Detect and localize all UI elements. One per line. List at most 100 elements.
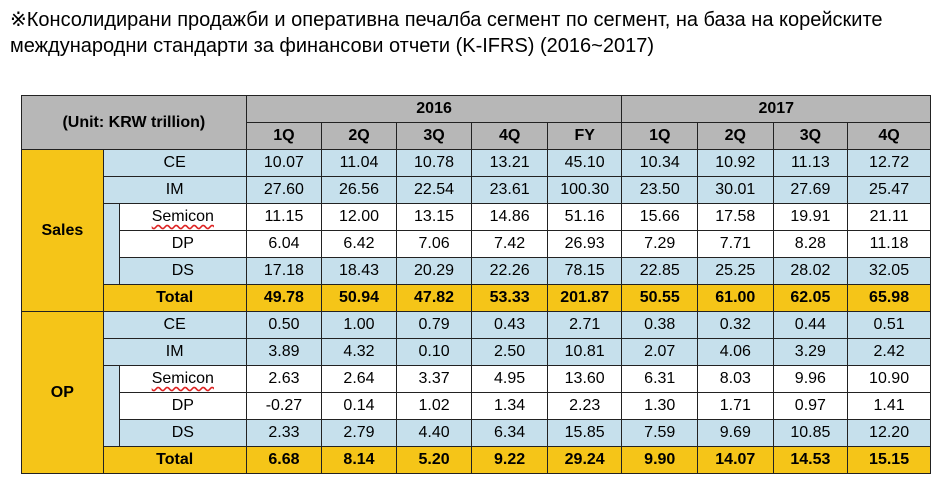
quarter-header: 4Q — [471, 122, 548, 150]
table-cell: 50.55 — [621, 284, 699, 312]
header-row-quarters: 1Q 2Q 3Q 4Q FY 1Q 2Q 3Q 4Q — [22, 122, 931, 150]
table-cell: 61.00 — [697, 284, 774, 312]
table-cell: 10.81 — [546, 338, 623, 366]
row-label: CE — [102, 311, 247, 339]
table-cell: 19.91 — [772, 203, 849, 231]
table-cell: 3.89 — [245, 338, 323, 366]
table-cell: 3.29 — [772, 338, 849, 366]
table-cell: 4.32 — [321, 338, 397, 366]
table-cell: 0.10 — [395, 338, 473, 366]
table-cell: 62.05 — [772, 284, 849, 312]
table-cell: 51.16 — [546, 203, 623, 231]
table-cell: 23.61 — [471, 176, 548, 204]
quarter-header: FY — [546, 122, 623, 150]
table-row-op-total: Total 6.68 8.14 5.20 9.22 29.24 9.90 14.07 14.53… — [22, 446, 931, 474]
table-cell: 201.87 — [546, 284, 623, 312]
table-cell: 18.43 — [321, 257, 397, 285]
table-cell: 2.71 — [546, 311, 623, 339]
table-cell: 7.59 — [621, 419, 699, 447]
table-cell: 1.71 — [697, 392, 774, 420]
table-row-sales-total: Total 49.78 50.94 47.82 53.33 201.87 50.55 61.0… — [22, 284, 931, 312]
table-row-sales-im: IM 27.60 26.56 22.54 23.61 100.30 23.50 30.01 27… — [22, 176, 931, 204]
table-row-op-dp: DP -0.27 0.14 1.02 1.34 2.23 1.30 1.71 0.97 1.41 — [22, 392, 931, 420]
table-cell: 6.04 — [245, 230, 323, 258]
table-cell: 3.37 — [395, 365, 473, 393]
table-cell: 14.07 — [697, 446, 774, 474]
row-label: DP — [119, 230, 247, 258]
year-header-2016: 2016 — [245, 95, 623, 123]
table-row-op-ce: OP CE 0.50 1.00 0.79 0.43 2.71 0.38 0.32 0.44 0.51 — [21, 311, 931, 474]
table-cell: 2.64 — [321, 365, 397, 393]
table-cell: 10.85 — [772, 419, 849, 447]
row-label: DS — [119, 419, 247, 447]
table-cell: 100.30 — [546, 176, 623, 204]
table-cell: 1.30 — [621, 392, 699, 420]
table-cell: 21.11 — [847, 203, 931, 231]
row-label-total: Total — [102, 446, 247, 474]
table-cell: 4.06 — [697, 338, 774, 366]
table-cell: 27.60 — [245, 176, 323, 204]
table-cell: 23.50 — [621, 176, 699, 204]
table-row-op-im: IM 3.89 4.32 0.10 2.50 10.81 2.07 4.06 3.29 2.42 — [22, 338, 931, 366]
table-cell: 10.78 — [395, 149, 473, 177]
row-label: DP — [119, 392, 247, 420]
table-cell: 53.33 — [471, 284, 548, 312]
table-cell: -0.27 — [245, 392, 323, 420]
table-cell: 10.34 — [621, 149, 699, 177]
table-cell: 22.85 — [621, 257, 699, 285]
table-cell: 1.34 — [471, 392, 548, 420]
table-cell: 17.18 — [245, 257, 323, 285]
table-cell: 7.71 — [697, 230, 774, 258]
table-cell: 8.14 — [321, 446, 397, 474]
quarter-header: 1Q — [245, 122, 323, 150]
table-cell: 17.58 — [697, 203, 774, 231]
table-cell: 0.14 — [321, 392, 397, 420]
quarter-header: 3Q — [772, 122, 849, 150]
table-cell: 1.00 — [321, 311, 397, 339]
table-cell: 0.51 — [847, 311, 931, 339]
table-row-op-semicon: Semicon 2.63 2.64 3.37 4.95 13.60 6.31 8.03 9.96… — [22, 365, 931, 447]
row-label-total: Total — [102, 284, 247, 312]
group-indent — [102, 365, 121, 447]
header-row-years: (Unit: KRW trillion) 2016 2017 — [21, 95, 931, 150]
table-cell: 13.60 — [546, 365, 623, 393]
table-row-sales-semicon: Semicon 11.15 12.00 13.15 14.86 51.16 15.66 17.… — [22, 203, 931, 285]
year-header-2017: 2017 — [621, 95, 931, 123]
table-cell: 0.44 — [772, 311, 849, 339]
table-cell: 4.40 — [395, 419, 473, 447]
table-row-sales-ce: Sales CE 10.07 11.04 10.78 13.21 45.10 10.34 10.… — [21, 149, 931, 312]
table-cell: 28.02 — [772, 257, 849, 285]
row-label: IM — [102, 176, 247, 204]
table-cell: 2.79 — [321, 419, 397, 447]
table-cell: 10.90 — [847, 365, 931, 393]
table-cell: 11.04 — [321, 149, 397, 177]
table-cell: 15.85 — [546, 419, 623, 447]
table-row-sales-ds: DS 17.18 18.43 20.29 22.26 78.15 22.85 25.25 28.… — [22, 257, 931, 285]
table-cell: 8.03 — [697, 365, 774, 393]
quarter-header: 2Q — [321, 122, 397, 150]
table-cell: 9.22 — [471, 446, 548, 474]
table-cell: 50.94 — [321, 284, 397, 312]
table-cell: 2.42 — [847, 338, 931, 366]
table-cell: 25.25 — [697, 257, 774, 285]
table-cell: 2.23 — [546, 392, 623, 420]
table-row-op-ds: DS 2.33 2.79 4.40 6.34 15.85 7.59 9.69 10.85 12.2… — [22, 419, 931, 447]
table-cell: 11.18 — [847, 230, 931, 258]
table-cell: 2.50 — [471, 338, 548, 366]
table-cell: 26.56 — [321, 176, 397, 204]
table-cell: 14.86 — [471, 203, 548, 231]
table-cell: 7.42 — [471, 230, 548, 258]
quarter-header: 4Q — [847, 122, 931, 150]
table-cell: 8.28 — [772, 230, 849, 258]
table-cell: 6.34 — [471, 419, 548, 447]
table-cell: 32.05 — [847, 257, 931, 285]
table-cell: 2.63 — [245, 365, 323, 393]
table-cell: 1.41 — [847, 392, 931, 420]
section-label: Sales — [21, 149, 104, 312]
table-cell: 6.31 — [621, 365, 699, 393]
table-cell: 12.72 — [847, 149, 931, 177]
table-cell: 0.97 — [772, 392, 849, 420]
segment-financials-table: (Unit: KRW trillion) 2016 2017 1Q 2Q 3Q 4Q FY 1Q… — [21, 95, 931, 474]
group-indent — [102, 203, 121, 285]
table-cell: 27.69 — [772, 176, 849, 204]
